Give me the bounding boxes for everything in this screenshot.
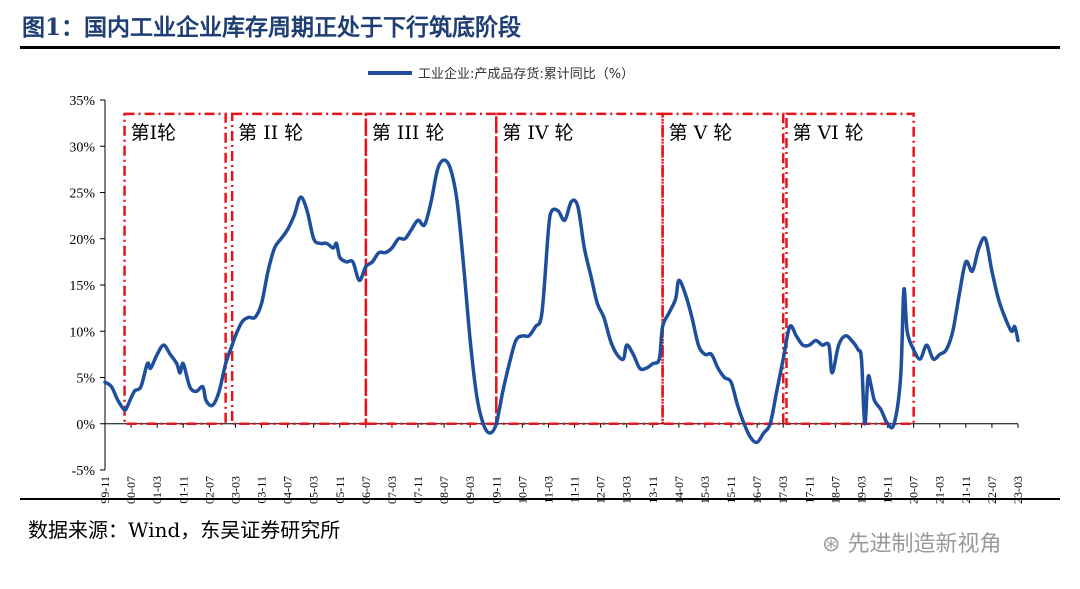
x-tick-label: 06-07 bbox=[359, 476, 373, 504]
x-tick-label: 09-11 bbox=[489, 476, 503, 504]
y-tick-label: 5% bbox=[76, 372, 95, 387]
legend: 工业企业:产成品存货:累计同比（%） bbox=[368, 66, 634, 82]
x-tick-label: 05-11 bbox=[333, 476, 347, 504]
title-rule bbox=[20, 46, 1060, 49]
x-tick-label: 13-03 bbox=[620, 476, 634, 504]
y-tick-label: -5% bbox=[72, 464, 96, 479]
period-label: 第 III 轮 bbox=[372, 122, 445, 144]
x-tick-label: 02-07 bbox=[202, 476, 216, 504]
period-label: 第 II 轮 bbox=[238, 122, 303, 144]
x-tick-label: 13-11 bbox=[646, 476, 660, 504]
x-tick-label: 01-11 bbox=[176, 476, 190, 504]
x-tick-label: 19-03 bbox=[854, 476, 868, 504]
series-group bbox=[103, 158, 1020, 445]
x-tick-label: 10-07 bbox=[515, 476, 529, 504]
x-tick-label: 17-03 bbox=[776, 476, 790, 504]
period-box bbox=[495, 112, 664, 425]
x-tick-label: 01-03 bbox=[150, 476, 164, 504]
x-tick-label: 15-03 bbox=[698, 476, 712, 504]
legend-label: 工业企业:产成品存货:累计同比（%） bbox=[418, 66, 634, 82]
x-tick-label: 16-07 bbox=[750, 476, 764, 504]
source-note: 数据来源：Wind，东吴证券研究所 bbox=[28, 518, 341, 542]
y-tick-label: 30% bbox=[69, 140, 95, 155]
x-tick-label: 07-11 bbox=[411, 476, 425, 504]
period-label: 第 IV 轮 bbox=[502, 122, 573, 144]
period-box bbox=[123, 112, 227, 425]
x-tick-label: 04-07 bbox=[281, 476, 295, 504]
x-tick-label: 18-07 bbox=[828, 476, 842, 504]
x-tick-label: 03-11 bbox=[255, 476, 269, 504]
cycle-periods: 第Ⅰ轮 第 II 轮 第 III 轮 第 IV 轮 第 V 轮 第 VI 轮 bbox=[123, 112, 915, 425]
x-axis: 99-11 00-07 01-03 01-11 02-07 03-03 03-11 04-07… bbox=[98, 423, 1025, 504]
period-box bbox=[661, 112, 785, 425]
x-tick-label: 17-11 bbox=[802, 476, 816, 504]
x-tick-label: 07-03 bbox=[385, 476, 399, 504]
y-tick-label: 0% bbox=[76, 418, 95, 433]
x-tick-label: 22-07 bbox=[985, 476, 999, 504]
period-label: 第Ⅰ轮 bbox=[131, 122, 177, 144]
period-box bbox=[785, 112, 915, 425]
x-tick-label: 12-07 bbox=[594, 476, 608, 504]
x-tick-label: 05-03 bbox=[307, 476, 321, 504]
y-tick-label: 20% bbox=[69, 233, 95, 248]
y-tick-label: 25% bbox=[69, 187, 95, 202]
x-tick-label: 21-11 bbox=[959, 476, 973, 504]
watermark-text: 先进制造新视角 bbox=[847, 532, 1002, 557]
y-tick-label: 15% bbox=[69, 279, 95, 294]
period-box bbox=[364, 112, 498, 425]
wechat-icon: ⊛ bbox=[822, 532, 848, 557]
x-tick-label: 14-07 bbox=[672, 476, 686, 504]
period-label: 第 V 轮 bbox=[669, 122, 733, 144]
x-tick-label: 19-11 bbox=[881, 476, 895, 504]
series-line bbox=[103, 158, 1020, 445]
watermark: ⊛ 先进制造新视角 bbox=[822, 526, 1001, 558]
x-tick-label: 08-07 bbox=[437, 476, 451, 504]
x-tick-label: 20-07 bbox=[907, 476, 921, 504]
period-label: 第 VI 轮 bbox=[792, 122, 863, 144]
x-tick-label: 11-03 bbox=[541, 476, 555, 504]
figure-title: 图1：国内工业企业库存周期正处于下行筑底阶段 bbox=[22, 14, 522, 41]
x-tick-label: 99-11 bbox=[98, 476, 112, 504]
source-rule bbox=[20, 498, 1060, 500]
y-tick-label: 35% bbox=[69, 94, 95, 109]
x-tick-label: 00-07 bbox=[124, 476, 138, 504]
x-tick-label: 11-11 bbox=[568, 476, 582, 503]
x-tick-label: 21-03 bbox=[933, 476, 947, 504]
x-tick-label: 09-03 bbox=[463, 476, 477, 504]
x-tick-label: 15-11 bbox=[724, 476, 738, 504]
y-axis: -5% 0% 5% 10% 15% 20% 25% 30% 35% bbox=[69, 94, 106, 479]
period-box bbox=[230, 112, 368, 425]
x-tick-label: 23-03 bbox=[1011, 476, 1025, 504]
x-tick-label: 03-03 bbox=[228, 476, 242, 504]
y-tick-label: 10% bbox=[69, 325, 95, 340]
